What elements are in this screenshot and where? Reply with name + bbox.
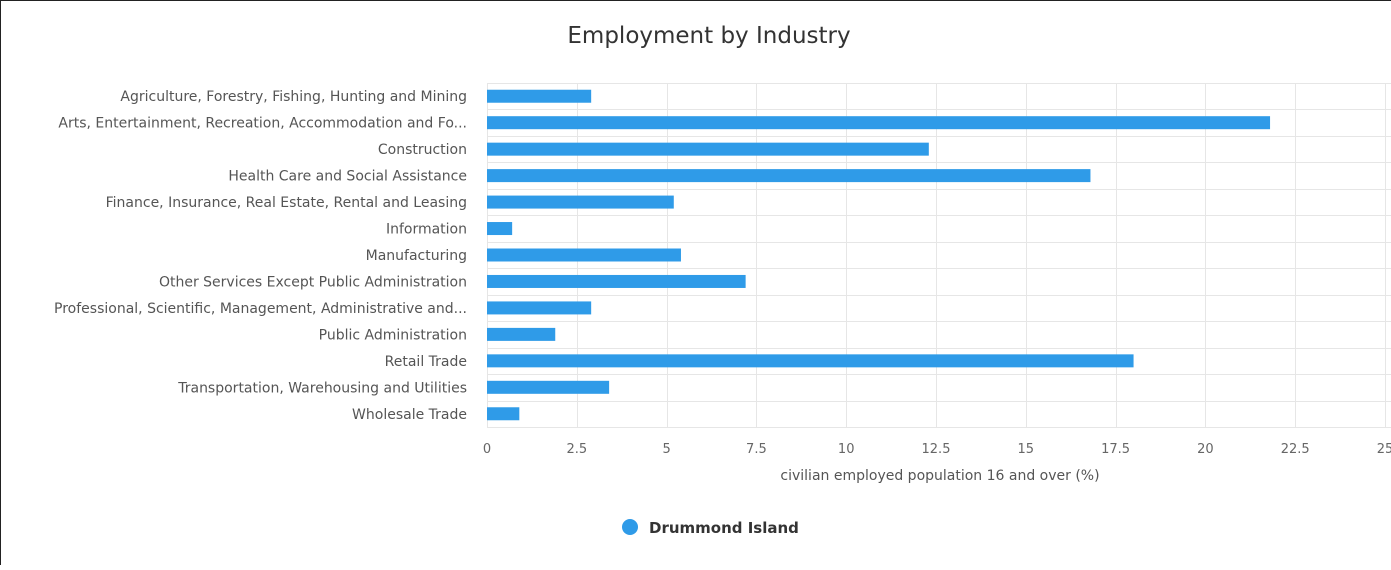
x-tick-label: 20 <box>1197 442 1214 457</box>
grid-lines <box>487 83 1391 428</box>
legend[interactable]: Drummond Island <box>622 519 799 537</box>
category-label: Transportation, Warehousing and Utilitie… <box>177 380 467 396</box>
bar[interactable] <box>487 354 1134 368</box>
category-label: Health Care and Social Assistance <box>228 169 467 185</box>
category-labels: Agriculture, Forestry, Fishing, Hunting … <box>54 89 467 423</box>
category-label: Wholesale Trade <box>352 407 467 423</box>
bars <box>487 89 1271 421</box>
bar[interactable] <box>487 89 592 103</box>
bar[interactable] <box>487 222 513 236</box>
bar[interactable] <box>487 301 592 315</box>
category-label: Agriculture, Forestry, Fishing, Hunting … <box>120 89 467 105</box>
legend-label[interactable]: Drummond Island <box>649 519 799 537</box>
category-label: Professional, Scientific, Management, Ad… <box>54 301 467 317</box>
bar[interactable] <box>487 142 929 156</box>
category-label: Construction <box>378 142 467 158</box>
x-tick-label: 5 <box>662 442 670 457</box>
category-label: Manufacturing <box>366 248 467 264</box>
chart-title: Employment by Industry <box>567 23 850 49</box>
bar[interactable] <box>487 116 1271 130</box>
bar[interactable] <box>487 248 681 262</box>
category-label: Finance, Insurance, Real Estate, Rental … <box>106 195 467 211</box>
bar[interactable] <box>487 380 610 394</box>
bar[interactable] <box>487 274 746 288</box>
x-axis-title: civilian employed population 16 and over… <box>780 468 1099 484</box>
x-tick-label: 0 <box>483 442 491 457</box>
legend-swatch[interactable] <box>622 519 638 535</box>
bar[interactable] <box>487 195 674 209</box>
x-tick-label: 2.5 <box>566 442 587 457</box>
x-tick-label: 17.5 <box>1101 442 1130 457</box>
category-label: Information <box>386 222 467 238</box>
x-tick-label: 22.5 <box>1281 442 1310 457</box>
category-label: Arts, Entertainment, Recreation, Accommo… <box>58 116 467 132</box>
x-tick-label: 25 <box>1377 442 1391 457</box>
category-label: Public Administration <box>319 327 467 343</box>
category-label: Other Services Except Public Administrat… <box>159 274 467 290</box>
x-tick-label: 15 <box>1018 442 1035 457</box>
category-label: Retail Trade <box>385 354 467 370</box>
x-axis-ticks: 0 2.5 5 7.5 10 12.5 15 17.5 20 22.5 25 <box>483 442 1391 457</box>
bar[interactable] <box>487 169 1091 183</box>
bar[interactable] <box>487 407 520 421</box>
bar[interactable] <box>487 327 556 341</box>
x-tick-label: 10 <box>838 442 855 457</box>
x-tick-label: 7.5 <box>746 442 767 457</box>
x-tick-label: 12.5 <box>922 442 951 457</box>
